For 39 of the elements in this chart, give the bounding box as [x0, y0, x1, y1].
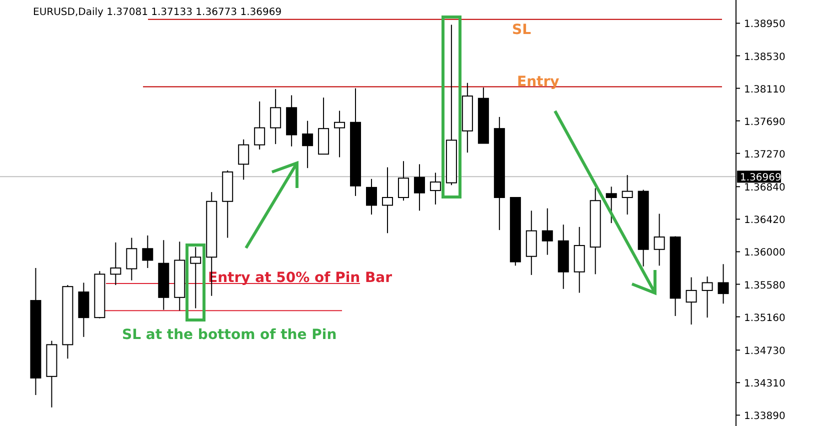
y-tick-label: 1.36000 [744, 248, 786, 259]
ref-line-label: Entry [517, 74, 560, 90]
candlestick [430, 172, 441, 205]
ref-line-label: 1.36969 [740, 172, 782, 184]
y-tick-label: 1.36420 [744, 215, 786, 226]
candlestick [126, 237, 138, 281]
candlestick [622, 174, 633, 216]
y-tick-label: 1.34310 [744, 378, 786, 390]
y-tick-label: 1.33890 [744, 411, 786, 422]
candlestick [302, 120, 314, 169]
candlestick [686, 276, 697, 326]
candlestick [398, 160, 409, 202]
candlestick [366, 178, 378, 216]
candlestick [254, 100, 266, 150]
candlestick [110, 242, 122, 286]
candlestick [382, 166, 393, 234]
candlestick [654, 213, 665, 266]
candlestick [238, 138, 250, 180]
candlestick [142, 234, 154, 268]
y-tick-label: 1.38950 [744, 19, 786, 30]
candlestick [542, 208, 553, 256]
candlestick [190, 246, 202, 309]
ref-line-label: SL at the bottom of the Pin [122, 327, 337, 343]
y-tick-label: 1.38110 [744, 84, 786, 96]
text: EURUSD,Daily 1.37081 1.37133 1.36773 1.36969 [33, 7, 282, 18]
candlestick [606, 186, 617, 224]
candlestick [718, 264, 729, 304]
y-tick-label: 1.37270 [744, 149, 786, 160]
candlestick [414, 164, 425, 212]
candlestick [270, 88, 282, 145]
ref-line-label: SL [512, 22, 532, 38]
y-tick-label: 1.37690 [744, 116, 786, 128]
candlestick [334, 110, 346, 158]
y-tick-label: 1.35580 [744, 280, 786, 292]
candlestick [702, 276, 713, 318]
y-tick-label: 1.34730 [744, 346, 786, 358]
y-tick-label: 1.38530 [744, 52, 786, 63]
y-tick-label: 1.36840 [744, 182, 786, 194]
y-tick-label: 1.35160 [744, 312, 786, 324]
